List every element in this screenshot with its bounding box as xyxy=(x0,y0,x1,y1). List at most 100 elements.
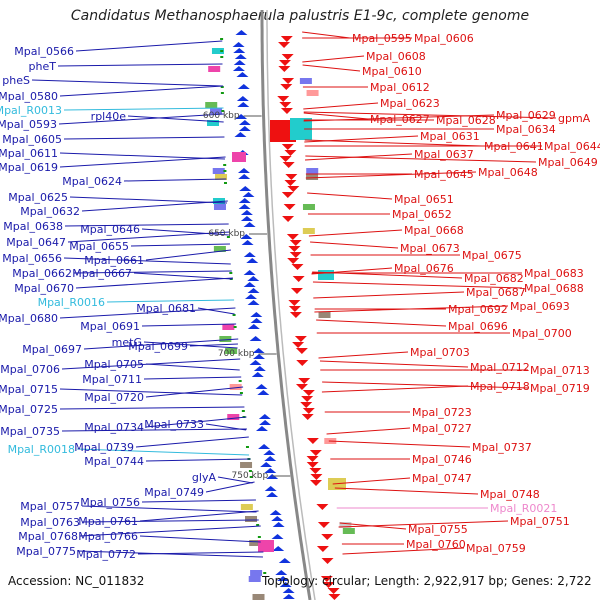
gene-block xyxy=(245,516,258,522)
right-label-connector xyxy=(302,64,361,72)
forward-gene-arrow xyxy=(249,360,262,365)
forward-gene-arrow xyxy=(237,84,250,89)
forward-gene-arrow xyxy=(252,348,265,353)
right-gene-label: Mpal_0719 xyxy=(530,382,590,395)
gene-marker xyxy=(221,110,225,112)
forward-gene-arrow xyxy=(243,252,256,257)
right-gene-label: Mpal_0727 xyxy=(412,422,472,435)
left-label-connector xyxy=(145,386,244,398)
gene-block xyxy=(212,168,225,174)
reverse-gene-arrow xyxy=(302,390,315,396)
forward-gene-arrow xyxy=(237,102,250,107)
reverse-gene-arrow xyxy=(281,144,294,150)
left-gene-label: Mpal_0593 xyxy=(0,118,57,131)
left-label-connector xyxy=(73,270,232,274)
right-label-connector xyxy=(316,319,447,327)
gene-block xyxy=(250,570,263,576)
right-label-connector xyxy=(303,111,557,119)
kbp-tick-label: 700 kbp xyxy=(218,349,255,359)
gene-block xyxy=(299,78,312,84)
left-gene-label: Mpal_0775 xyxy=(16,545,76,558)
left-gene-label: Mpal_0756 xyxy=(80,496,140,509)
gene-marker xyxy=(223,164,227,166)
right-label-connector xyxy=(338,520,509,528)
gene-block-large xyxy=(258,540,274,552)
forward-gene-arrow xyxy=(247,300,260,305)
gene-marker xyxy=(256,524,260,526)
left-gene-label: Mpal_0680 xyxy=(0,312,58,325)
forward-gene-arrow xyxy=(239,186,252,191)
right-gene-label: Mpal_0748 xyxy=(480,488,540,501)
reverse-gene-arrow xyxy=(328,594,341,600)
right-gene-label: Mpal_0612 xyxy=(370,81,430,94)
gene-block xyxy=(210,108,223,114)
left-gene-label: Mpal_0638 xyxy=(3,220,63,233)
left-label-connector xyxy=(64,223,229,227)
forward-gene-arrow xyxy=(242,192,255,197)
left-gene-label: Mpal_0761 xyxy=(78,515,138,528)
right-gene-label: Mpal_0682 xyxy=(464,272,524,285)
left-label-connector xyxy=(217,476,253,484)
reverse-gene-arrow xyxy=(278,66,291,72)
right-label-connector xyxy=(305,155,537,163)
left-label-connector xyxy=(197,307,235,315)
reverse-gene-arrow xyxy=(327,588,340,594)
gene-block xyxy=(306,168,319,174)
right-label-connector xyxy=(319,360,469,368)
right-label-connector xyxy=(334,487,479,495)
gene-marker xyxy=(245,446,249,448)
left-gene-label: Mpal_0772 xyxy=(76,548,136,561)
forward-gene-arrow xyxy=(233,60,246,65)
right-gene-label: Mpal_0637 xyxy=(414,148,474,161)
reverse-gene-arrow xyxy=(296,360,309,366)
left-label-connector xyxy=(127,115,224,123)
gene-marker xyxy=(220,50,224,52)
gene-block xyxy=(207,120,220,126)
left-label-connector xyxy=(61,428,247,432)
left-label-connector xyxy=(59,85,224,97)
gene-block xyxy=(229,384,242,390)
right-label-connector xyxy=(313,291,465,299)
reverse-gene-arrow xyxy=(310,474,323,480)
reverse-gene-arrow xyxy=(279,156,292,162)
forward-gene-arrow xyxy=(264,486,277,491)
forward-gene-arrow xyxy=(247,324,260,329)
left-label-connector xyxy=(81,200,228,212)
reverse-gene-arrow xyxy=(279,102,292,108)
forward-gene-arrow xyxy=(240,210,253,215)
gene-block xyxy=(225,348,238,354)
left-gene-label: Mpal_0625 xyxy=(8,191,68,204)
reverse-gene-arrow xyxy=(284,150,297,156)
reverse-gene-arrow xyxy=(289,252,302,258)
gene-block xyxy=(215,174,228,180)
forward-gene-arrow xyxy=(264,468,277,473)
forward-gene-arrow xyxy=(238,120,251,125)
gene-block-large xyxy=(290,118,312,140)
left-label-connector xyxy=(79,525,261,537)
reverse-gene-arrow xyxy=(282,78,295,84)
forward-gene-arrow xyxy=(264,456,277,461)
left-gene-label: Mpal_0720 xyxy=(84,391,144,404)
reverse-gene-arrow xyxy=(295,384,308,390)
right-gene-label: Mpal_0668 xyxy=(404,224,464,237)
left-label-connector xyxy=(57,63,223,67)
forward-gene-arrow xyxy=(272,546,285,551)
left-gene-label: Mpal_0619 xyxy=(0,161,58,174)
reverse-gene-arrow xyxy=(287,258,300,264)
reverse-gene-arrow xyxy=(284,180,297,186)
left-label-connector xyxy=(145,458,251,462)
left-label-connector xyxy=(81,519,259,523)
left-gene-label: Mpal_0711 xyxy=(82,373,142,386)
gene-block-large xyxy=(270,120,296,142)
reverse-gene-arrow xyxy=(321,534,334,540)
left-gene-label: Mpal_0647 xyxy=(6,236,66,249)
right-gene-label: Mpal_R0021 xyxy=(490,502,557,515)
forward-gene-arrow xyxy=(241,240,254,245)
gene-block xyxy=(208,66,221,72)
left-gene-label: Mpal_0656 xyxy=(2,252,62,265)
gene-block xyxy=(318,312,331,318)
gene-block xyxy=(252,594,265,600)
forward-gene-arrow xyxy=(275,570,288,575)
reverse-gene-arrow xyxy=(289,312,302,318)
